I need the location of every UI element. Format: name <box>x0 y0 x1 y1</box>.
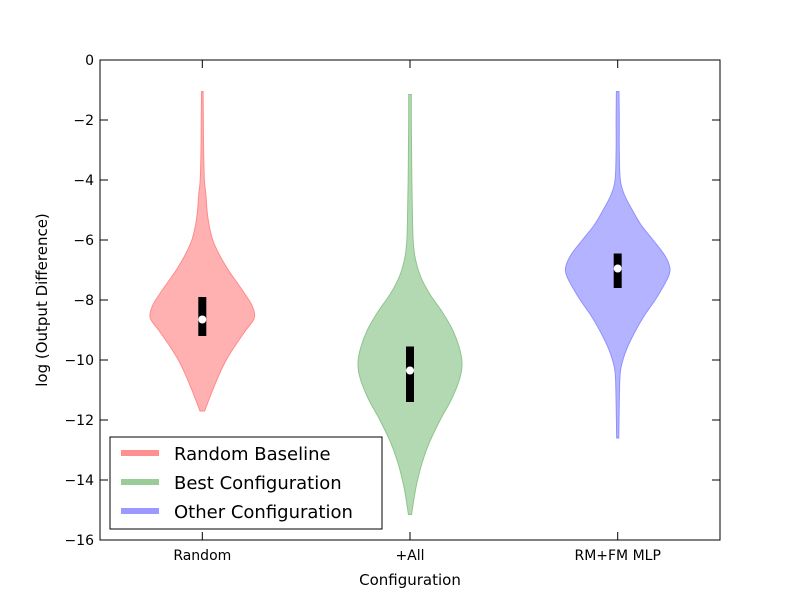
x-axis: Random +All RM+FM MLP <box>173 60 661 564</box>
legend-label-random-baseline: Random Baseline <box>174 444 331 465</box>
y-tick-label: −4 <box>73 173 94 189</box>
legend-swatch-best-configuration <box>121 479 159 485</box>
legend-label-best-configuration: Best Configuration <box>174 473 342 494</box>
x-tick-label: +All <box>395 548 424 564</box>
y-tick-label: −6 <box>73 233 94 249</box>
legend-swatch-other-configuration <box>121 508 159 514</box>
violin--all <box>357 94 463 515</box>
x-tick-label: RM+FM MLP <box>574 548 660 564</box>
y-tick-label: −12 <box>64 413 94 429</box>
y-tick-label: −8 <box>73 293 94 309</box>
median-marker <box>198 315 207 324</box>
x-axis-label: Configuration <box>359 571 461 589</box>
y-tick-label: −2 <box>73 113 94 129</box>
x-tick-label: Random <box>173 548 231 564</box>
y-axis: 0 −2 −4 −6 −8 −10 −12 −14 −16 <box>64 53 720 549</box>
y-tick-label: −10 <box>64 353 94 369</box>
median-marker <box>613 264 622 273</box>
median-marker <box>406 366 414 375</box>
y-tick-label: −16 <box>64 533 94 549</box>
violins <box>149 91 671 515</box>
y-axis-label: log (Output Difference) <box>33 213 51 387</box>
legend-swatch-random-baseline <box>121 450 159 456</box>
y-tick-label: −14 <box>64 473 94 489</box>
legend: Random Baseline Best Configuration Other… <box>109 436 383 530</box>
legend-label-other-configuration: Other Configuration <box>174 502 353 523</box>
y-tick-label: 0 <box>85 53 94 69</box>
violin-random <box>149 91 256 412</box>
